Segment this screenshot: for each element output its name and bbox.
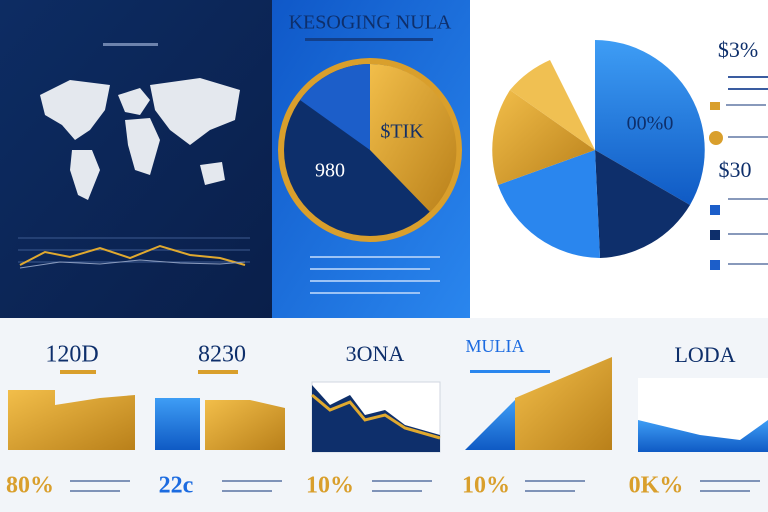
card-title: LODA: [674, 342, 735, 367]
header-title: KESOGING NULA: [289, 12, 452, 34]
pie-notes: [310, 256, 440, 294]
card-title: 120D: [45, 342, 98, 368]
pie-value-label: $TIK: [380, 121, 424, 143]
world-map: [40, 43, 240, 200]
card-title: MULIA: [466, 336, 525, 356]
card-footer: 10%: [306, 473, 354, 499]
line-chart: [18, 237, 250, 269]
card-footer: 0K%: [629, 473, 684, 499]
card-title: 3ONA: [346, 341, 405, 366]
card-footer: 80%: [6, 473, 54, 499]
stat: 00%0: [627, 113, 674, 135]
stat-notes: [709, 76, 768, 270]
card-charts: [8, 357, 768, 453]
card-footer: 10%: [462, 473, 510, 499]
card-footer: 22c: [159, 473, 194, 499]
stat: $30: [719, 157, 752, 182]
center-pie: [278, 58, 462, 242]
big-pie: [492, 40, 705, 258]
header-rule: [305, 38, 433, 41]
card-title: 8230: [198, 342, 246, 368]
pie-side-label: 980: [315, 160, 345, 182]
stat: $3%: [718, 37, 758, 62]
footer-notes: [70, 480, 760, 492]
